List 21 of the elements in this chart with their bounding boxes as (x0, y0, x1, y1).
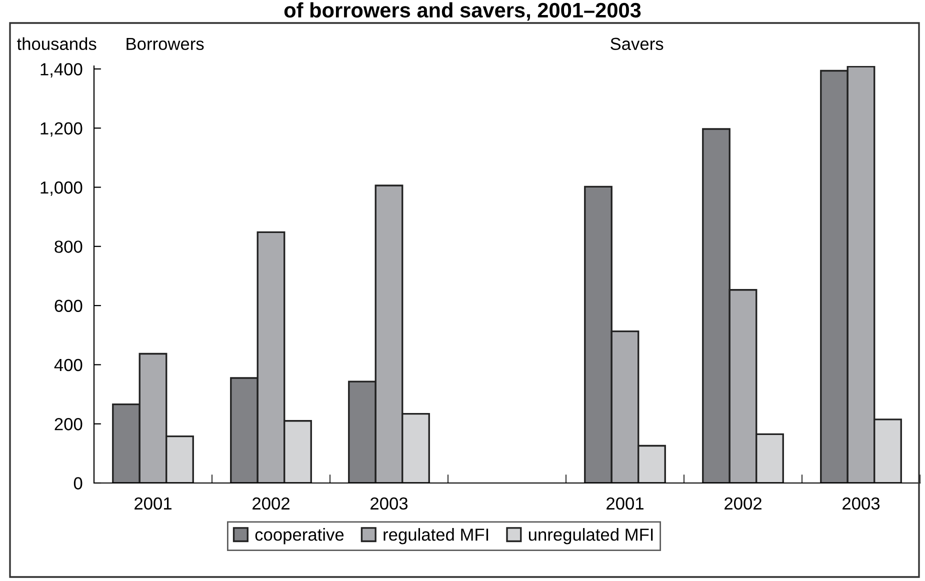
y-tick-label: 400 (54, 358, 82, 372)
x-tick-label: 2002 (252, 497, 290, 510)
x-tick-label: 2003 (842, 497, 880, 510)
legend-label: unregulated MFI (528, 528, 653, 544)
x-tick-label: 2002 (724, 497, 762, 510)
x-tick-label: 2001 (134, 497, 172, 510)
y-tick-label: 1,200 (40, 122, 82, 137)
y-tick-label: 800 (54, 240, 82, 253)
x-tick-label: 2001 (606, 497, 644, 510)
chart-title: of borrowers and savers, 2001–2003 (284, 2, 641, 21)
legend-label: cooperative (255, 528, 344, 544)
y-tick-label: 0 (74, 477, 82, 490)
y-tick-label: 600 (54, 300, 82, 312)
y-axis-title: thousands (17, 37, 96, 50)
text: Borrowers (126, 38, 204, 50)
legend-label: regulated MFI (384, 528, 488, 544)
text: Savers (610, 38, 664, 50)
x-tick-label: 2003 (370, 497, 408, 510)
y-tick-label: 1,000 (40, 181, 82, 196)
y-tick-label: 1,400 (40, 63, 82, 78)
y-tick-label: 200 (54, 418, 82, 430)
